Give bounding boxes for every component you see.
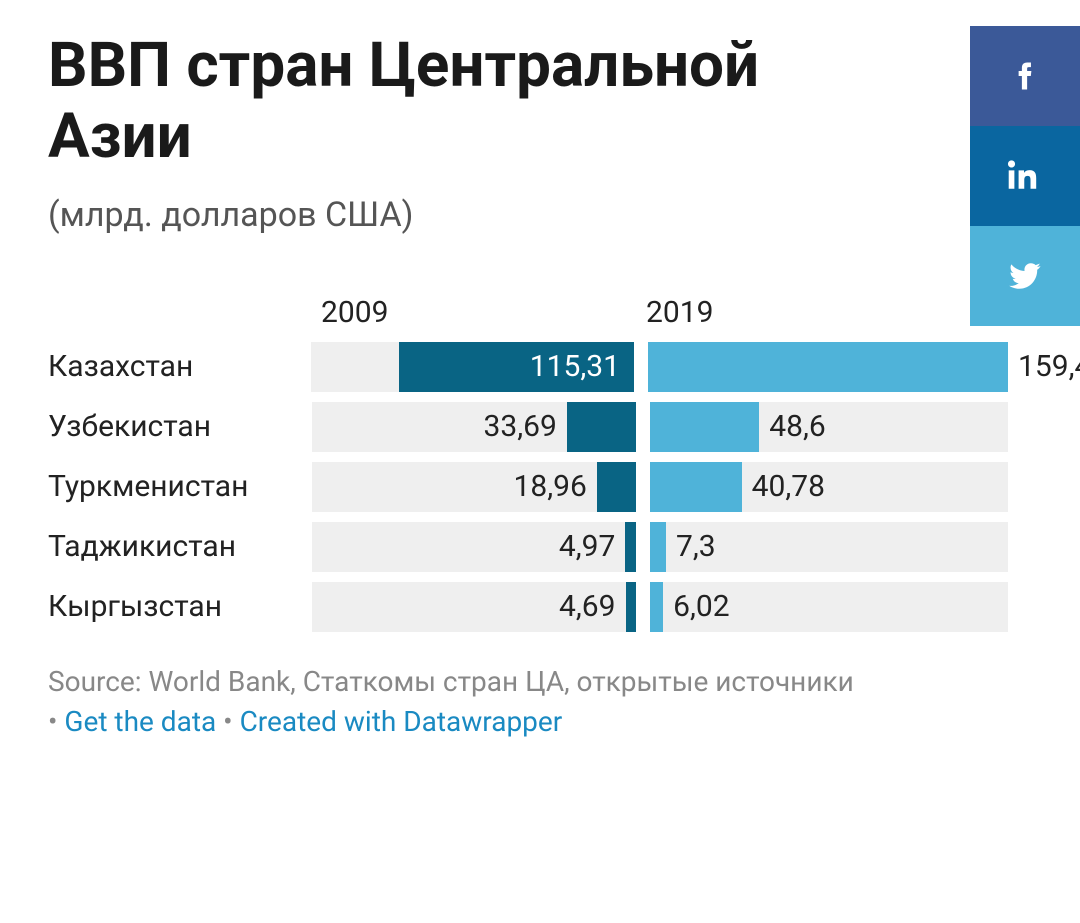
column-header-left: 2009 (313, 295, 638, 330)
created-with-link[interactable]: Created with Datawrapper (240, 705, 563, 738)
value-right: 159,4 (1008, 349, 1080, 384)
bar-cell-left: 4,69 (312, 582, 636, 632)
source-text: World Bank, Статкомы стран ЦА, открытые … (149, 665, 854, 698)
bullet-icon: • (48, 705, 57, 738)
bar-cell-left: 4,97 (312, 522, 636, 572)
row-label: Казахстан (48, 342, 311, 392)
share-linkedin-button[interactable] (970, 126, 1080, 226)
linkedin-icon (1008, 159, 1042, 193)
chart-title: ВВП стран Центральной Азии (48, 30, 848, 173)
chart-row: Кыргызстан 4,69 6,02 (48, 582, 1008, 632)
split-bar-chart: 2009 2019 Казахстан 115,31 159,4 Узбекистан… (48, 295, 1008, 632)
bar-cell-right: 6,02 (650, 582, 1008, 632)
row-label: Туркменистан (48, 462, 312, 512)
value-left: 4,69 (559, 589, 625, 624)
value-left: 115,31 (530, 349, 634, 384)
share-column (970, 26, 1080, 326)
bullet-icon: • (223, 705, 232, 738)
row-label: Узбекистан (48, 402, 312, 452)
chart-row: Узбекистан 33,69 48,6 (48, 402, 1008, 452)
chart-footer: Source: World Bank, Статкомы стран ЦА, о… (48, 662, 1008, 743)
bar-left (625, 522, 635, 572)
bar-right (650, 402, 760, 452)
bar-cell-left: 115,31 (311, 342, 634, 392)
chart-subtitle: (млрд. долларов США) (48, 195, 1040, 235)
value-right: 40,78 (742, 469, 825, 504)
twitter-icon (1008, 259, 1042, 293)
value-left: 33,69 (483, 409, 566, 444)
bar-left (597, 462, 636, 512)
get-data-link[interactable]: Get the data (64, 705, 216, 738)
bar-cell-right: 159,4 (648, 342, 1008, 392)
value-right: 7,3 (666, 529, 716, 564)
bar-left (567, 402, 636, 452)
row-label: Кыргызстан (48, 582, 312, 632)
source-label: Source: (48, 665, 149, 698)
column-header-right: 2019 (638, 295, 998, 330)
bar-left (626, 582, 636, 632)
bar-cell-left: 33,69 (312, 402, 636, 452)
value-right: 48,6 (759, 409, 825, 444)
chart-row: Туркменистан 18,96 40,78 (48, 462, 1008, 512)
bar-right (650, 462, 742, 512)
facebook-icon (1008, 59, 1042, 93)
value-left: 4,97 (559, 529, 625, 564)
chart-column-headers: 2009 2019 (48, 295, 1008, 330)
value-right: 6,02 (663, 589, 729, 624)
bar-cell-left: 18,96 (312, 462, 636, 512)
row-label: Таджикистан (48, 522, 312, 572)
chart-row: Таджикистан 4,97 7,3 (48, 522, 1008, 572)
bar-right (650, 582, 664, 632)
chart-rows: Казахстан 115,31 159,4 Узбекистан 33,69 48,6 Т… (48, 342, 1008, 632)
chart-row: Казахстан 115,31 159,4 (48, 342, 1008, 392)
bar-cell-right: 48,6 (650, 402, 1008, 452)
share-facebook-button[interactable] (970, 26, 1080, 126)
bar-right (648, 342, 1008, 392)
share-twitter-button[interactable] (970, 226, 1080, 326)
bar-right (650, 522, 666, 572)
bar-cell-right: 7,3 (650, 522, 1008, 572)
bar-cell-right: 40,78 (650, 462, 1008, 512)
value-left: 18,96 (514, 469, 597, 504)
